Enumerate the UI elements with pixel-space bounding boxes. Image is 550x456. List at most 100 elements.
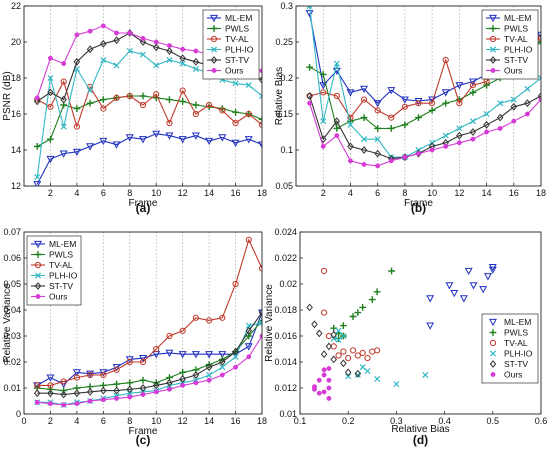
series-ours bbox=[34, 333, 262, 408]
panel-label: (b) bbox=[411, 201, 426, 215]
data-point bbox=[345, 355, 352, 362]
data-point bbox=[510, 96, 517, 103]
data-point bbox=[60, 390, 67, 399]
data-point bbox=[387, 87, 396, 95]
series-ours bbox=[307, 97, 541, 169]
data-point bbox=[321, 372, 327, 378]
data-point bbox=[373, 288, 381, 296]
legend-marker bbox=[489, 14, 497, 23]
data-point bbox=[112, 141, 121, 149]
data-point bbox=[311, 320, 318, 329]
data-point bbox=[178, 351, 187, 359]
data-point bbox=[127, 30, 133, 36]
data-point bbox=[456, 140, 462, 146]
y-tick-label: 0.1 bbox=[280, 145, 293, 155]
data-point bbox=[245, 82, 252, 89]
legend-item: TV-AL bbox=[207, 34, 249, 44]
y-tick-label: 0.024 bbox=[274, 227, 297, 237]
data-point bbox=[368, 296, 376, 303]
legend-item: Ours bbox=[486, 66, 522, 76]
x-tick-label: 2 bbox=[321, 188, 326, 198]
data-point bbox=[307, 100, 313, 106]
y-tick-label: 0.01 bbox=[3, 383, 21, 393]
data-point bbox=[426, 322, 435, 330]
data-point bbox=[59, 150, 68, 158]
data-point bbox=[388, 114, 395, 121]
data-point bbox=[166, 96, 173, 103]
axes-frame bbox=[295, 5, 542, 187]
data-point bbox=[126, 92, 133, 100]
data-point bbox=[258, 309, 262, 317]
data-point bbox=[218, 134, 227, 142]
data-point bbox=[340, 332, 347, 340]
data-point bbox=[180, 46, 186, 52]
legend-label: ST-TV bbox=[225, 55, 249, 65]
y-tick-label: 0.02 bbox=[279, 279, 297, 289]
y-tick-label: 0.014 bbox=[274, 357, 297, 367]
data-point bbox=[86, 370, 95, 378]
data-point bbox=[402, 154, 408, 160]
data-point bbox=[166, 47, 173, 55]
data-point bbox=[484, 273, 492, 281]
data-point bbox=[361, 136, 368, 143]
data-point bbox=[139, 384, 147, 392]
data-point bbox=[334, 133, 340, 139]
data-point bbox=[488, 264, 497, 272]
data-point bbox=[258, 308, 262, 317]
data-point bbox=[179, 369, 187, 376]
y-tick-label: 0.3 bbox=[280, 1, 293, 11]
legend-item: PWLS bbox=[489, 328, 528, 338]
data-point bbox=[192, 371, 200, 379]
data-point bbox=[74, 401, 80, 407]
data-point bbox=[114, 395, 120, 401]
data-point bbox=[429, 100, 436, 107]
data-point bbox=[193, 380, 199, 386]
data-point bbox=[316, 390, 322, 396]
data-point bbox=[319, 71, 327, 78]
legend-item: ST-TV bbox=[486, 55, 528, 65]
data-point bbox=[179, 87, 186, 94]
series-line bbox=[309, 95, 541, 160]
x-axis-label: Relative Bias bbox=[391, 424, 449, 435]
data-point bbox=[166, 386, 172, 392]
legend-marker bbox=[34, 261, 42, 269]
data-point bbox=[320, 89, 327, 96]
data-point bbox=[456, 125, 463, 132]
data-point bbox=[258, 92, 262, 100]
data-point bbox=[139, 136, 147, 144]
data-point bbox=[319, 135, 327, 144]
data-point bbox=[349, 313, 357, 320]
legend-marker bbox=[489, 329, 497, 336]
data-point bbox=[333, 125, 341, 132]
data-point bbox=[469, 118, 476, 125]
legend-marker bbox=[35, 294, 41, 299]
data-point bbox=[347, 142, 354, 151]
data-point bbox=[393, 381, 400, 388]
series-line bbox=[309, 99, 541, 167]
data-point bbox=[321, 367, 327, 373]
data-point bbox=[139, 51, 147, 58]
legend-label: ML-EM bbox=[49, 239, 76, 249]
data-point bbox=[219, 107, 226, 114]
data-point bbox=[33, 181, 42, 186]
data-point bbox=[232, 280, 239, 288]
data-point bbox=[245, 236, 252, 243]
data-point bbox=[47, 74, 54, 82]
x-tick-label: 0.2 bbox=[342, 416, 355, 426]
data-point bbox=[125, 134, 134, 142]
data-point bbox=[335, 336, 342, 343]
data-point bbox=[245, 326, 253, 335]
data-point bbox=[34, 399, 40, 405]
data-point bbox=[100, 371, 107, 379]
data-point bbox=[113, 62, 120, 69]
x-tick-label: 6 bbox=[101, 416, 106, 426]
data-point bbox=[470, 136, 476, 142]
legend-marker bbox=[489, 25, 497, 32]
data-point bbox=[359, 364, 366, 371]
data-point bbox=[60, 95, 67, 104]
data-point bbox=[87, 398, 93, 404]
data-point bbox=[416, 151, 421, 157]
legend-item: TV-AL bbox=[489, 338, 528, 348]
data-point bbox=[374, 149, 381, 158]
